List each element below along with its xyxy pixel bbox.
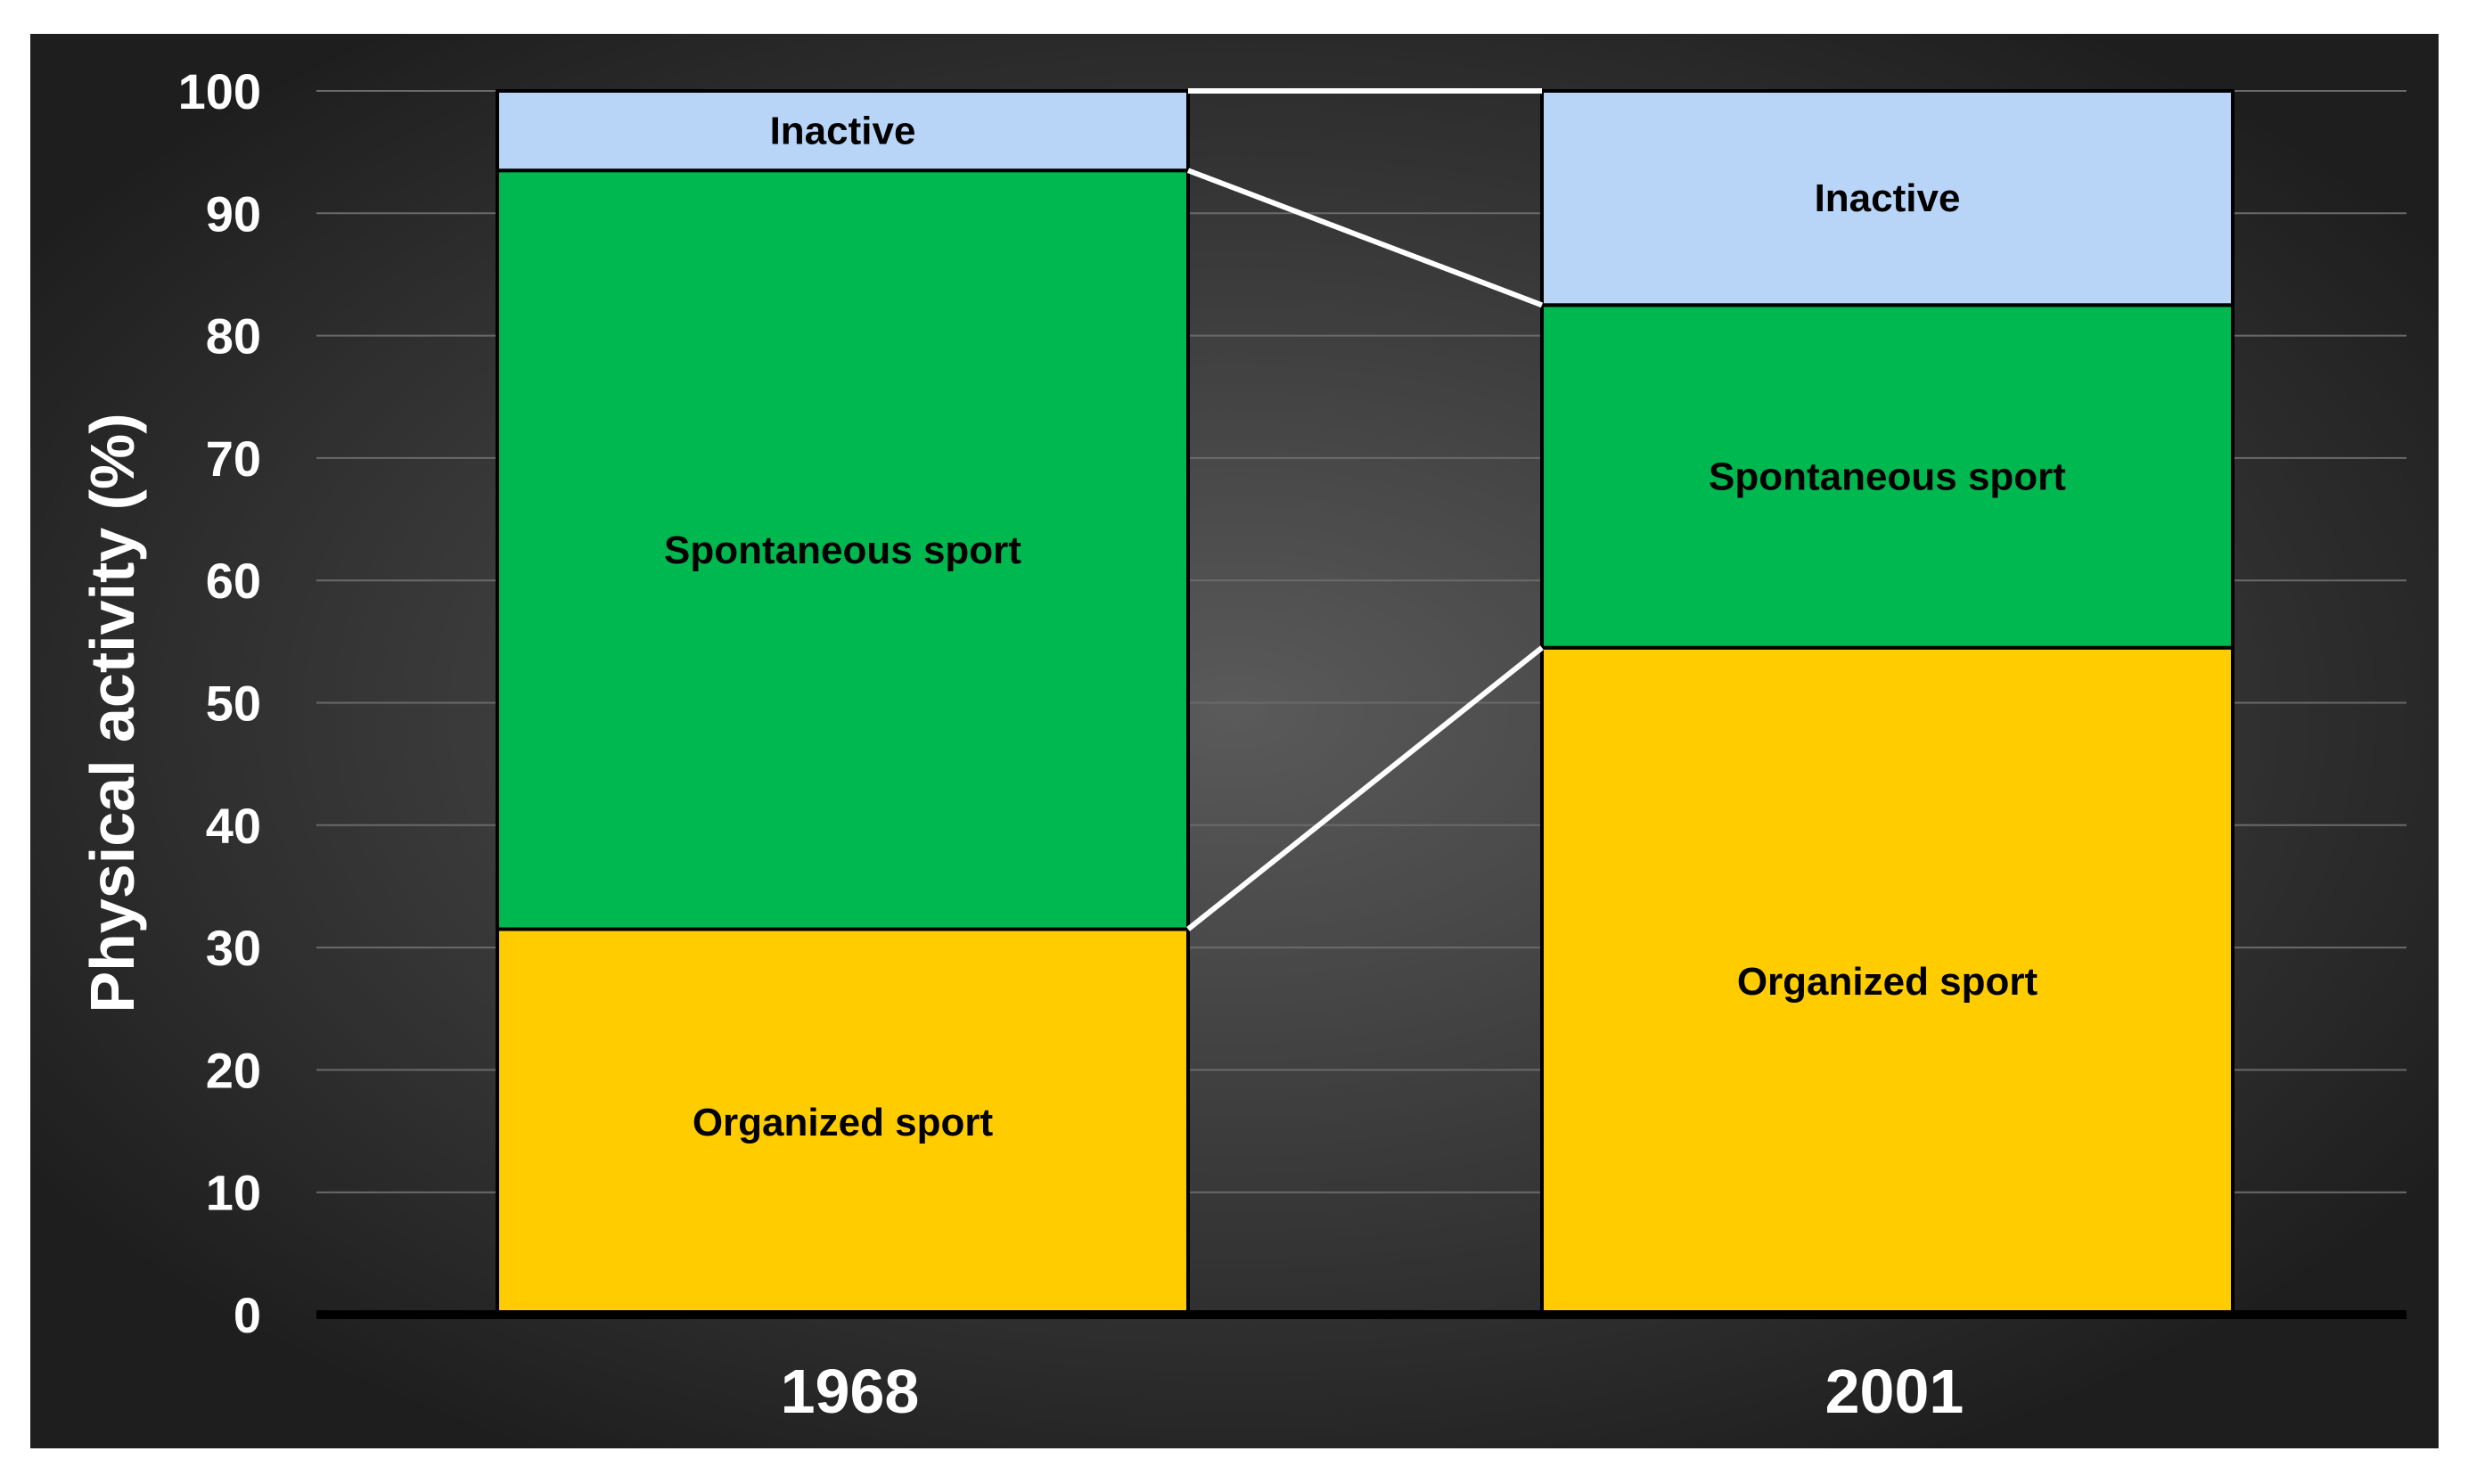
bar-segment <box>1540 303 2234 650</box>
y-tick-label: 20 <box>206 1042 261 1098</box>
y-tick-label: 30 <box>206 920 261 976</box>
y-tick-label: 80 <box>206 308 261 365</box>
segment-label: Inactive <box>770 110 916 153</box>
y-tick-label: 0 <box>234 1287 261 1343</box>
bar-segment <box>496 168 1190 931</box>
segment-label: Organized sport <box>693 1101 994 1144</box>
connector-lines <box>1186 88 1544 931</box>
y-tick-label: 100 <box>178 63 261 119</box>
y-tick-label: 60 <box>206 553 261 609</box>
y-tick-label: 40 <box>206 798 261 854</box>
segment-label: Spontaneous sport <box>1709 455 2066 498</box>
segment-label: Organized sport <box>1737 960 2038 1004</box>
x-axis-categories: 1968 2001 <box>781 1357 1964 1426</box>
y-tick-label: 10 <box>206 1165 261 1221</box>
y-tick-label: 90 <box>206 185 261 242</box>
connector-line <box>1186 645 1544 931</box>
y-axis-ticks: 0 10 20 30 40 50 60 70 80 90 100 <box>178 63 261 1343</box>
y-tick-label: 50 <box>206 676 261 732</box>
y-axis-label: Physical activity (%) <box>78 413 147 1013</box>
bar-segment <box>496 89 1190 173</box>
y-tick-label: 70 <box>206 430 261 487</box>
bar-segment <box>496 927 1190 1316</box>
segment-label: Spontaneous sport <box>664 529 1021 572</box>
connector-line <box>1186 168 1544 308</box>
bars-group: Organized sport Spontaneous sport Inactive… <box>496 89 2234 1316</box>
x-category-label: 1968 <box>781 1357 920 1426</box>
segment-label: Inactive <box>1815 176 1961 220</box>
bar-segment <box>1540 89 2234 307</box>
x-category-label: 2001 <box>1825 1357 1964 1426</box>
